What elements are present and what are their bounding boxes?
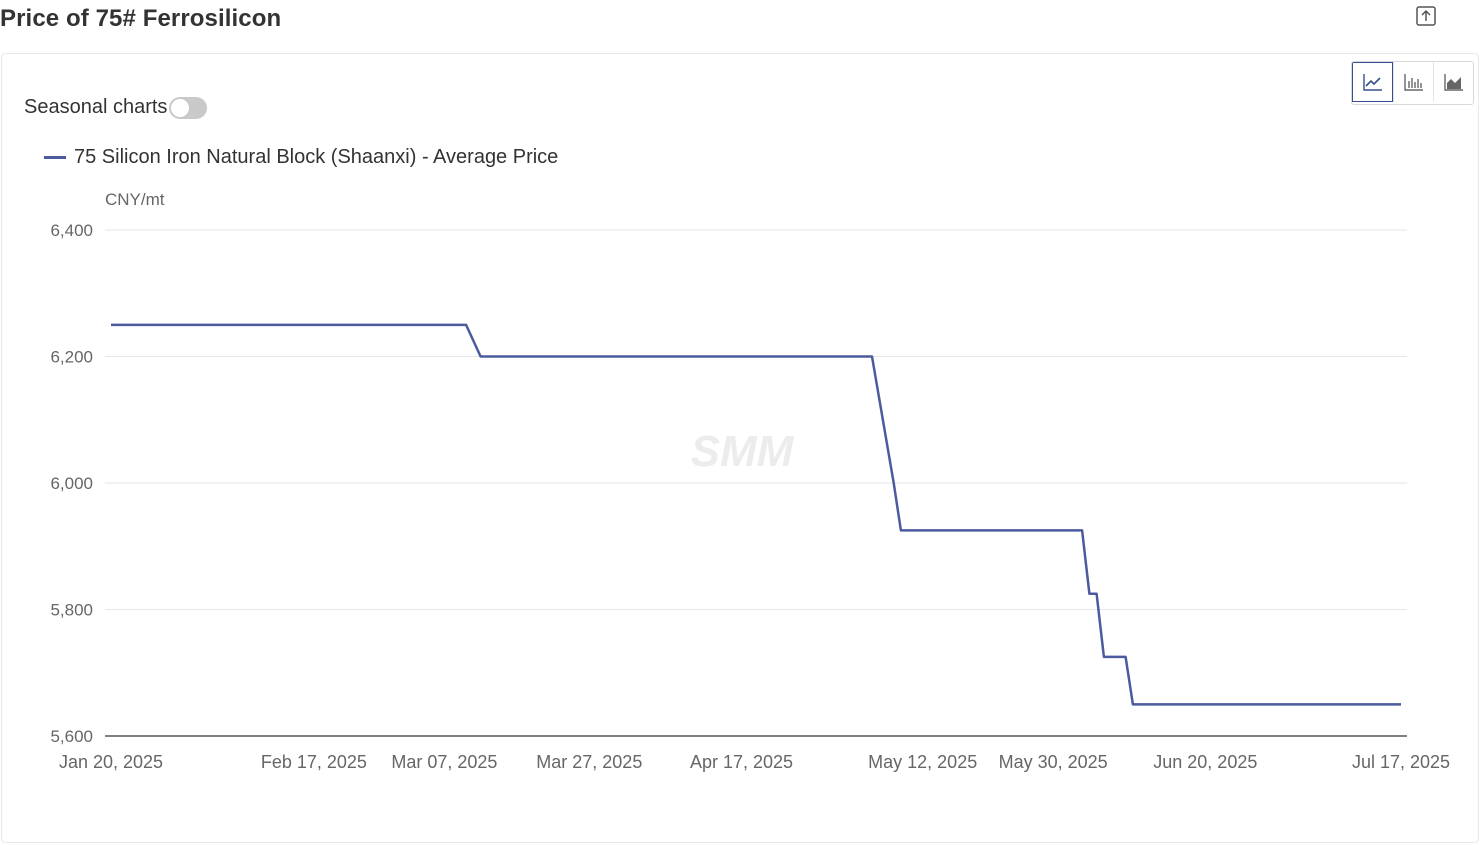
legend-item[interactable]: 75 Silicon Iron Natural Block (Shaanxi) …	[44, 146, 558, 169]
area-chart-icon	[1443, 74, 1463, 91]
x-tick-label: Apr 17, 2025	[690, 752, 793, 772]
legend-swatch	[44, 156, 66, 159]
y-tick-label: 5,800	[50, 601, 93, 620]
y-tick-label: 6,400	[50, 221, 93, 240]
y-tick-label: 6,000	[50, 474, 93, 493]
x-tick-label: Feb 17, 2025	[261, 752, 367, 772]
watermark-logo: SMM	[691, 427, 795, 476]
page-title: Price of 75# Ferrosilicon	[0, 5, 282, 32]
seasonal-charts-control: Seasonal charts	[24, 96, 208, 119]
series-line	[111, 323, 1401, 706]
x-tick-label: Mar 07, 2025	[391, 752, 497, 772]
x-tick-label: May 30, 2025	[999, 752, 1108, 772]
y-tick-label: 5,600	[50, 727, 93, 746]
bar-chart-icon	[1403, 74, 1423, 91]
area-chart-button[interactable]	[1433, 62, 1473, 102]
x-tick-label: Jun 20, 2025	[1153, 752, 1257, 772]
legend-label: 75 Silicon Iron Natural Block (Shaanxi) …	[74, 146, 559, 168]
line-chart-icon	[1362, 74, 1382, 91]
bar-chart-button[interactable]	[1393, 62, 1433, 102]
seasonal-charts-toggle[interactable]	[169, 96, 208, 119]
x-tick-label: May 12, 2025	[868, 752, 977, 772]
price-line-chart: SMM CNY/mt 6,400 6,200 6,000 5,800 5,600 Jan 20…	[50, 190, 1450, 772]
x-tick-label: Jan 20, 2025	[59, 752, 163, 772]
export-icon	[1416, 6, 1436, 26]
chart-type-switcher	[1351, 61, 1474, 105]
seasonal-charts-label: Seasonal charts	[24, 96, 168, 118]
x-tick-label: Mar 27, 2025	[536, 752, 642, 772]
export-button[interactable]	[1415, 5, 1437, 27]
y-tick-label: 6,200	[50, 348, 93, 367]
line-chart-button[interactable]	[1352, 62, 1393, 102]
y-axis-unit: CNY/mt	[105, 190, 165, 209]
x-tick-label: Jul 17, 2025	[1352, 752, 1450, 772]
toggle-knob	[171, 98, 190, 117]
chart-card	[1, 53, 1479, 843]
